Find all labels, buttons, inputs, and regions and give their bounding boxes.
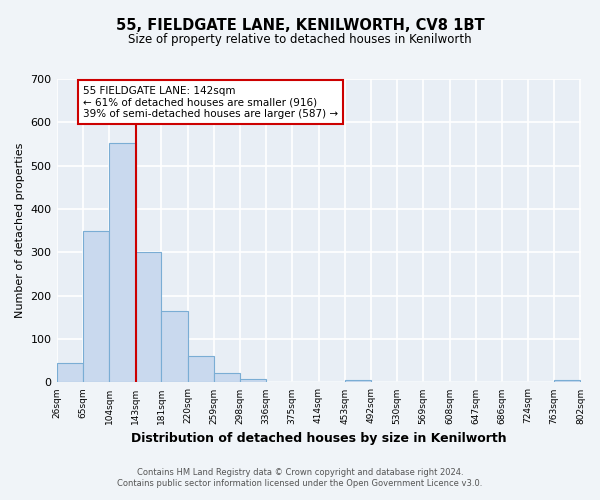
Bar [109,142,136,382]
X-axis label: Distribution of detached houses by size in Kenilworth: Distribution of detached houses by size … [131,432,506,445]
Bar [345,380,371,382]
Bar [188,356,214,382]
Text: 55, FIELDGATE LANE, KENILWORTH, CV8 1BT: 55, FIELDGATE LANE, KENILWORTH, CV8 1BT [116,18,484,32]
Bar [56,363,83,382]
Bar [214,373,240,382]
Bar [136,252,161,382]
Text: Contains HM Land Registry data © Crown copyright and database right 2024.
Contai: Contains HM Land Registry data © Crown c… [118,468,482,487]
Text: Size of property relative to detached houses in Kenilworth: Size of property relative to detached ho… [128,32,472,46]
Text: 55 FIELDGATE LANE: 142sqm
← 61% of detached houses are smaller (916)
39% of semi: 55 FIELDGATE LANE: 142sqm ← 61% of detac… [83,86,338,118]
Y-axis label: Number of detached properties: Number of detached properties [15,143,25,318]
Bar [83,230,109,382]
Bar [554,380,580,382]
Bar [161,311,188,382]
Bar [240,379,266,382]
